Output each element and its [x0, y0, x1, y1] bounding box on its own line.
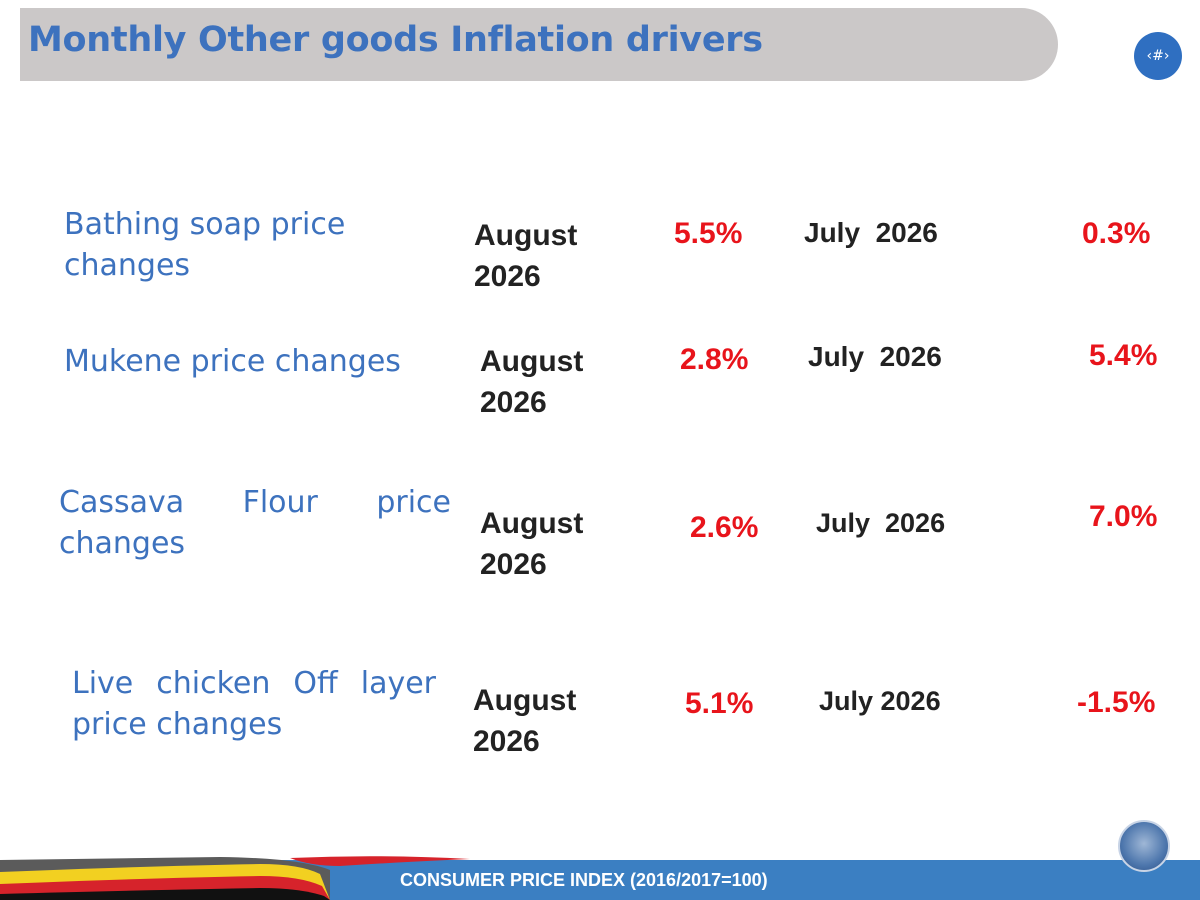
current-value: 5.1% [685, 687, 754, 720]
previous-period: July 2026 [816, 508, 946, 538]
current-value: 2.6% [690, 511, 759, 544]
previous-value: -1.5% [1077, 686, 1156, 719]
row-label-line: Cassava Flour price [59, 485, 451, 520]
title-bar: Monthly Other goods Inflation drivers [20, 8, 1058, 81]
previous-period: July 2026 [819, 686, 941, 716]
current-value: 2.8% [680, 343, 749, 376]
previous-period: July 2026 [808, 341, 942, 372]
row-label-cassava-flour: Cassava Flour price changes [59, 482, 451, 564]
slide-number-badge: ‹#› [1134, 32, 1182, 80]
previous-period: July 2026 [804, 217, 938, 248]
current-period: August 2026 [473, 684, 577, 758]
footer-text: CONSUMER PRICE INDEX (2016/2017=100) [400, 870, 768, 890]
current-period: August 2026 [474, 219, 578, 293]
row-label-line: changes [59, 526, 186, 561]
row-label-bathing-soap: Bathing soap price changes [64, 207, 346, 283]
row-label-line: price changes [72, 707, 283, 742]
row-label-live-chicken: Live chicken Off layer price changes [72, 663, 436, 745]
current-value: 5.5% [674, 217, 743, 250]
previous-value: 7.0% [1089, 500, 1158, 533]
previous-value: 0.3% [1082, 217, 1151, 250]
flag-ribbon-graphic [0, 856, 470, 900]
row-label-line: Live chicken Off layer [72, 666, 436, 701]
current-period: August 2026 [480, 345, 584, 419]
previous-value: 5.4% [1089, 339, 1158, 372]
current-period: August 2026 [480, 507, 584, 581]
logo-emblem [1118, 820, 1170, 872]
page-title: Monthly Other goods Inflation drivers [28, 20, 763, 60]
row-label-mukene: Mukene price changes [64, 344, 401, 379]
